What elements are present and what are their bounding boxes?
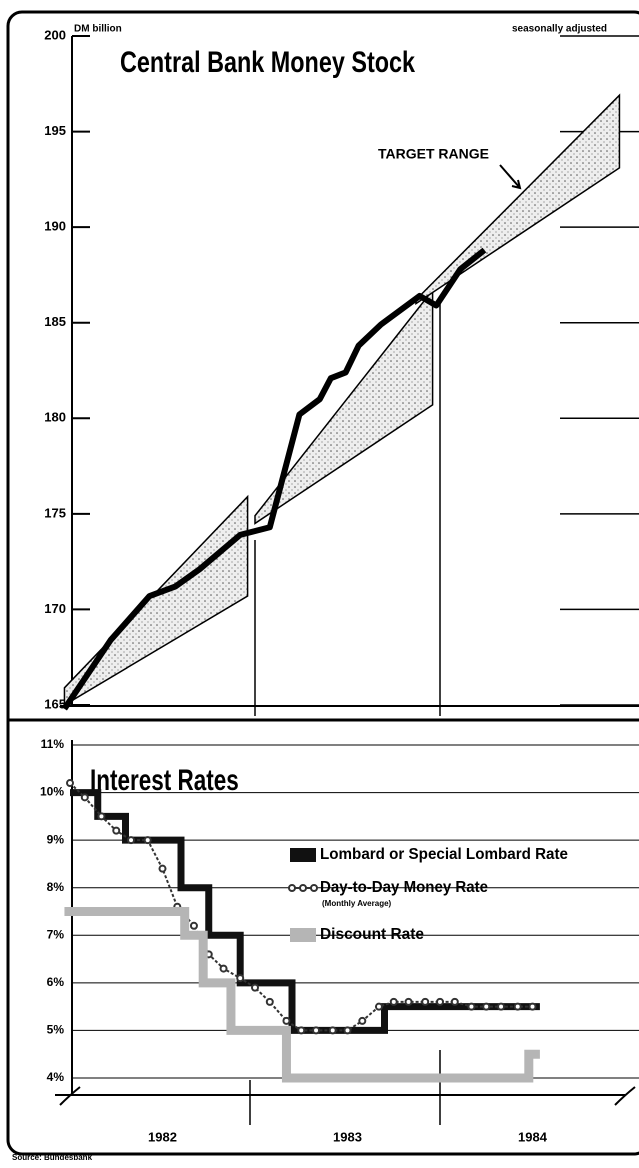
annotation: TARGET RANGE — [378, 146, 489, 162]
rate-dot — [389, 997, 398, 1006]
rate-step-line — [64, 907, 540, 1083]
rate-dot — [467, 1002, 476, 1011]
y-tick-label: 9% — [47, 832, 65, 846]
money-stock-line — [61, 247, 487, 711]
legend-label: Lombard or Special Lombard Rate — [320, 846, 568, 863]
rate-dot — [528, 1002, 537, 1011]
rate-dot — [358, 1016, 367, 1025]
rate-dot — [127, 836, 136, 845]
legend-swatch — [288, 884, 296, 892]
legend-swatch — [310, 884, 318, 892]
note: seasonally adjusted — [512, 24, 607, 35]
y-tick-label: 185 — [44, 314, 66, 329]
legend-note: (Monthly Average) — [322, 899, 392, 908]
target-band — [415, 93, 621, 306]
rate-dot — [482, 1002, 491, 1011]
y-tick-label: 190 — [44, 219, 66, 234]
rate-step-line — [70, 789, 540, 1034]
rate-dot — [282, 1016, 291, 1025]
y-tick-label: 7% — [47, 927, 65, 941]
rate-dot — [143, 836, 152, 845]
rate-line — [69, 782, 533, 1032]
y-tick-label: 200 — [44, 27, 66, 42]
chart-title: Interest Rates — [90, 763, 239, 797]
outer-frame — [6, 10, 639, 1156]
chart-title: Central Bank Money Stock — [120, 45, 415, 78]
rate-dot — [436, 997, 444, 1006]
target-band — [63, 494, 249, 707]
rate-dot — [265, 997, 274, 1006]
x-tick-label: 1982 — [148, 1129, 177, 1144]
rate-dot — [450, 997, 459, 1006]
annotation-arrow — [499, 164, 522, 190]
source: Source: Bundesbank — [12, 1153, 93, 1162]
rate-dot — [404, 997, 413, 1006]
legend-label: Day-to-Day Money Rate — [320, 879, 488, 896]
rate-dot — [513, 1002, 522, 1011]
y-tick-label: 195 — [44, 123, 66, 138]
rate-dot — [80, 793, 89, 802]
rate-dot — [158, 864, 167, 873]
rate-dot — [374, 1002, 383, 1011]
y-tick-label: 10% — [40, 785, 64, 799]
unit-label: DM billion — [74, 24, 122, 35]
y-tick-label: 175 — [44, 505, 66, 520]
rate-dot — [297, 1026, 306, 1035]
y-tick-label: 5% — [47, 1023, 65, 1037]
y-tick-label: 180 — [44, 410, 66, 425]
rate-dot — [97, 812, 106, 821]
rate-dot — [189, 921, 198, 930]
legend-swatch — [290, 848, 316, 862]
rate-dot — [497, 1002, 506, 1011]
legend-label: Discount Rate — [320, 926, 424, 943]
rate-dot — [236, 974, 245, 983]
rate-dot — [312, 1026, 321, 1035]
rate-dot — [112, 826, 121, 835]
rate-dot — [421, 997, 430, 1006]
rate-dot — [343, 1026, 352, 1035]
rate-dot — [66, 779, 74, 788]
legend-swatch — [299, 884, 307, 892]
legend-swatch — [290, 928, 316, 942]
x-tick-label: 1983 — [333, 1129, 362, 1144]
target-band — [254, 288, 434, 525]
x-tick-label: 1984 — [518, 1129, 548, 1144]
rate-dot — [328, 1026, 337, 1035]
y-tick-label: 8% — [47, 880, 65, 894]
axis-break — [59, 1086, 636, 1106]
y-tick-label: 165 — [44, 696, 66, 711]
y-tick-label: 170 — [44, 601, 66, 616]
rate-dot — [251, 983, 259, 992]
y-tick-label: 4% — [47, 1070, 65, 1084]
y-tick-label: 6% — [47, 975, 65, 989]
rate-dot — [219, 964, 228, 973]
y-tick-label: 11% — [41, 737, 65, 751]
